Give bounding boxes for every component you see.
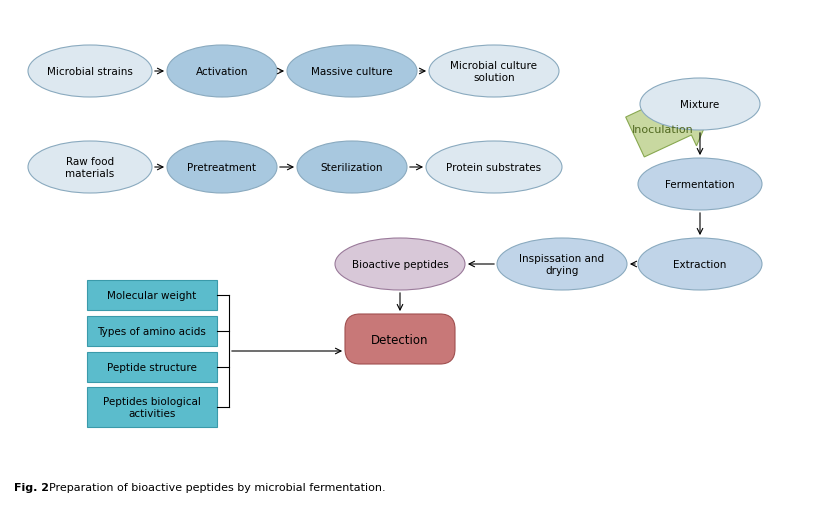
FancyBboxPatch shape bbox=[87, 316, 217, 346]
Text: Raw food
materials: Raw food materials bbox=[65, 157, 114, 179]
Text: Inspissation and
drying: Inspissation and drying bbox=[520, 254, 605, 276]
Text: Microbial strains: Microbial strains bbox=[47, 67, 133, 77]
Text: Detection: Detection bbox=[371, 333, 429, 346]
Ellipse shape bbox=[497, 238, 627, 290]
Text: Sterilization: Sterilization bbox=[321, 163, 383, 173]
Text: Mixture: Mixture bbox=[681, 100, 720, 110]
Polygon shape bbox=[626, 85, 717, 158]
Ellipse shape bbox=[28, 46, 152, 98]
Text: Inoculation: Inoculation bbox=[632, 125, 694, 135]
Ellipse shape bbox=[638, 238, 762, 290]
Text: Types of amino acids: Types of amino acids bbox=[97, 326, 207, 336]
Text: Peptide structure: Peptide structure bbox=[107, 362, 197, 372]
Text: Molecular weight: Molecular weight bbox=[107, 290, 197, 300]
Text: Microbial culture
solution: Microbial culture solution bbox=[450, 61, 538, 83]
Text: Peptides biological
activities: Peptides biological activities bbox=[103, 396, 201, 418]
Text: Fig. 2: Fig. 2 bbox=[14, 482, 49, 492]
Text: Activation: Activation bbox=[196, 67, 248, 77]
Ellipse shape bbox=[638, 159, 762, 211]
Text: Pretreatment: Pretreatment bbox=[187, 163, 257, 173]
Ellipse shape bbox=[426, 142, 562, 193]
FancyBboxPatch shape bbox=[87, 352, 217, 382]
Ellipse shape bbox=[640, 79, 760, 131]
Text: Massive culture: Massive culture bbox=[311, 67, 393, 77]
FancyBboxPatch shape bbox=[345, 315, 455, 364]
Ellipse shape bbox=[167, 46, 277, 98]
FancyBboxPatch shape bbox=[87, 280, 217, 311]
Ellipse shape bbox=[167, 142, 277, 193]
Ellipse shape bbox=[335, 238, 465, 290]
Ellipse shape bbox=[28, 142, 152, 193]
Ellipse shape bbox=[287, 46, 417, 98]
Text: Extraction: Extraction bbox=[673, 260, 726, 270]
Text: Protein substrates: Protein substrates bbox=[446, 163, 542, 173]
Text: Bioactive peptides: Bioactive peptides bbox=[351, 260, 449, 270]
Ellipse shape bbox=[297, 142, 407, 193]
FancyBboxPatch shape bbox=[87, 387, 217, 427]
Text: Fermentation: Fermentation bbox=[665, 180, 734, 189]
Ellipse shape bbox=[429, 46, 559, 98]
Text: Preparation of bioactive peptides by microbial fermentation.: Preparation of bioactive peptides by mic… bbox=[42, 482, 386, 492]
